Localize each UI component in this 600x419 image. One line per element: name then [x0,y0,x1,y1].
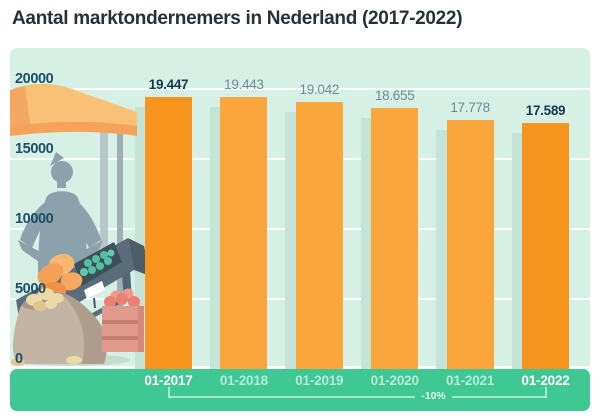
bar-01-2022 [522,122,569,369]
x-tick-label: 01-2018 [219,373,268,388]
bar-value-label: 19.443 [224,76,264,92]
market-stall-illustration [10,83,150,366]
change-annotation: -10% [421,390,446,402]
y-tick-label: 15000 [15,141,54,157]
gridline [10,88,590,90]
x-tick-label: 01-2019 [295,373,344,388]
bar-value-label: 17.778 [450,100,490,116]
teal-produce [80,249,115,276]
y-tick-label: 10000 [15,211,54,227]
y-tick-label: 5000 [15,281,46,297]
x-tick-label: 01-2017 [144,373,193,388]
apple-crate [102,288,144,352]
potatoes [26,288,64,311]
price-tag-stem [93,297,96,309]
stall-front-pole-icon [117,108,123,310]
potato-sack [11,288,107,366]
bracket-tick-right [544,387,547,398]
bar-01-2020 [371,107,419,369]
y-tick-label: 20000 [15,71,54,87]
bracket-line-right [452,396,546,398]
bracket-line-left [168,396,415,398]
y-tick-label: 0 [15,351,23,366]
chart-title: Aantal marktondernemers in Nederland (20… [12,8,463,29]
bar-shadow [511,132,522,369]
bar-01-2019 [295,102,343,369]
bar-shadow [209,106,221,369]
bar-value-label: 19.042 [299,82,340,98]
bar-value-label: 17.589 [525,102,566,118]
bar-value-label: 18.655 [374,87,415,103]
bar-shadow [285,112,296,369]
stall-back-pole-icon [100,116,108,276]
bar-01-2018 [220,96,268,369]
bar-shadow [436,130,447,369]
bar-shadow [360,117,372,369]
awning-icon [10,83,137,136]
x-tick-label: 01-2022 [521,373,570,388]
bar-value-label: 19.447 [148,76,189,92]
price-tag-icon [84,281,105,299]
bracket-tick-left [167,387,170,398]
x-tick-label: 01-2021 [446,373,495,388]
bar-01-2017 [145,96,192,369]
bar-shadow [134,106,145,369]
x-axis-band: 01-2017 01-2018 01-2019 01-2020 01-2021 01-20… [10,369,590,411]
bar-01-2021 [446,120,494,369]
x-tick-label: 01-2020 [370,373,419,388]
